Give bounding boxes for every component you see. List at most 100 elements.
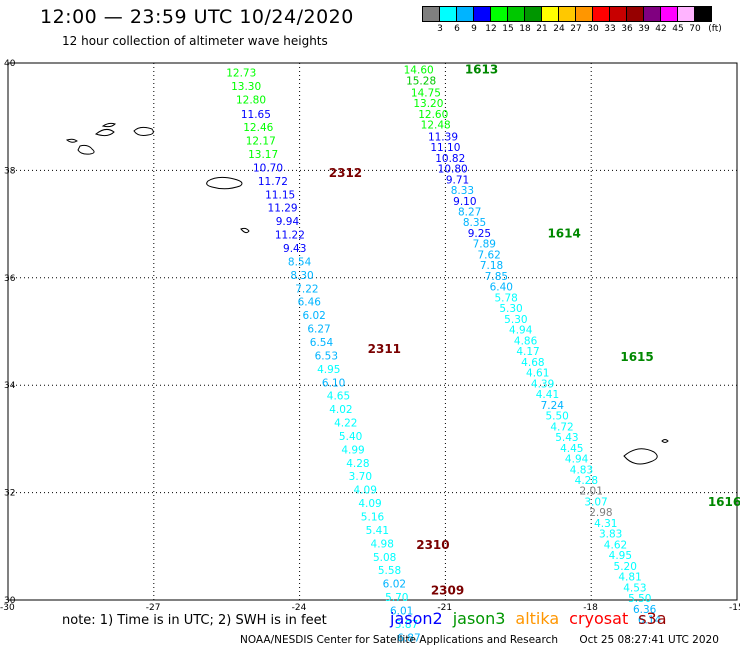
wave-height-value: 6.10 <box>322 377 345 389</box>
wave-height-value: 6.14 <box>638 615 662 627</box>
island-outline <box>661 439 669 443</box>
color-legend-label: 33 <box>604 24 616 34</box>
latitude-label: 34 <box>4 381 16 391</box>
latitude-label: 32 <box>4 489 15 499</box>
wave-height-value: 14.75 <box>411 87 441 99</box>
color-legend-label: 39 <box>638 24 650 34</box>
pass-label: 2309 <box>431 584 464 598</box>
latitude-label: 38 <box>4 166 16 176</box>
pass-label: 1616 <box>708 495 740 509</box>
wave-height-value: 6.27 <box>307 324 330 336</box>
wave-height-value: 4.41 <box>536 389 559 401</box>
satellite-cryosat: cryosat <box>569 609 629 628</box>
wave-height-value: 3.07 <box>584 496 607 508</box>
wave-height-value: 7.22 <box>295 283 318 295</box>
color-legend-label: 30 <box>587 24 599 34</box>
longitude-label: -21 <box>437 603 452 613</box>
color-legend-label: 9 <box>471 24 477 34</box>
wave-height-value: 4.98 <box>371 538 394 550</box>
longitude-label: -27 <box>146 603 161 613</box>
wave-height-value: 5.30 <box>504 314 527 326</box>
wave-height-value: 4.65 <box>327 391 350 403</box>
wave-height-value: 11.65 <box>241 109 271 121</box>
satellite-altika: altika <box>515 609 560 628</box>
wave-height-value: 9.94 <box>276 216 300 228</box>
color-legend-label: 36 <box>621 24 633 34</box>
wave-height-value: 2.98 <box>589 507 612 519</box>
wave-height-value: 5.50 <box>545 411 568 423</box>
color-legend-label: 21 <box>536 24 548 34</box>
color-legend-label: 15 <box>502 24 514 34</box>
wave-height-value: 4.81 <box>618 572 641 584</box>
wave-height-value: 11.22 <box>275 230 305 242</box>
wave-height-value: 8.35 <box>463 217 486 229</box>
wave-height-value: 6.87 <box>397 632 420 644</box>
page-subtitle: 12 hour collection of altimeter wave hei… <box>62 34 328 48</box>
satellite-legend: jason2 jason3 altika cryosat s3a <box>390 609 677 628</box>
wave-height-value: 9.10 <box>453 196 476 208</box>
island-outline <box>94 128 115 137</box>
wave-height-value: 14.60 <box>404 65 434 77</box>
wave-height-value: 4.61 <box>526 368 549 380</box>
color-legend-label: 24 <box>553 24 565 34</box>
color-legend: 3 6 9 12 15 18 21 24 27 30 33 36 39 42 45 70 (ft) <box>422 6 722 34</box>
wave-height-value: 11.72 <box>258 176 288 188</box>
wave-height-value: 10.82 <box>435 153 465 165</box>
island-outline <box>65 138 78 143</box>
wave-height-value: 12.46 <box>243 122 273 134</box>
wave-height-value: 5.08 <box>373 552 396 564</box>
latitude-label: 36 <box>4 274 16 284</box>
wave-height-value: 4.62 <box>604 539 627 551</box>
wave-height-value: 4.09 <box>358 498 381 510</box>
wave-height-value: 7.89 <box>473 239 496 251</box>
wave-height-value: 7.62 <box>477 249 500 261</box>
wave-height-value: 4.09 <box>354 485 377 497</box>
longitude-label: -30 <box>0 603 15 613</box>
wave-height-value: 5.87 <box>395 619 418 631</box>
map-grid <box>7 62 738 601</box>
wave-height-value: 9.71 <box>446 174 469 186</box>
wave-height-value: 2.01 <box>580 486 603 498</box>
pass-label: 1614 <box>547 227 580 241</box>
island-outline <box>133 126 154 136</box>
pass-label: 1613 <box>465 63 498 77</box>
wave-height-value: 5.40 <box>339 431 362 443</box>
island-outline <box>101 122 116 128</box>
color-legend-cells <box>422 6 712 25</box>
wave-height-value: 4.68 <box>521 357 544 369</box>
wave-height-value: 3.70 <box>349 471 372 483</box>
satellite-s3a: s3a <box>638 609 667 628</box>
color-legend-label: 27 <box>570 24 582 34</box>
color-legend-label: 3 <box>437 24 443 34</box>
color-legend-label: 6 <box>454 24 460 34</box>
wave-height-value: 12.80 <box>236 94 266 106</box>
wave-height-value: 11.15 <box>265 189 295 201</box>
wave-height-value: 4.94 <box>509 325 533 337</box>
wave-height-value: 4.94 <box>565 454 589 466</box>
wave-height-value: 4.28 <box>346 458 369 470</box>
color-legend-label: 70 <box>689 24 701 34</box>
wave-height-value: 4.95 <box>609 550 632 562</box>
wave-height-value: 10.80 <box>438 164 468 176</box>
latitude-label: 40 <box>4 59 16 69</box>
wave-height-value: 4.17 <box>516 346 539 358</box>
wave-height-value: 4.22 <box>334 418 357 430</box>
color-legend-label: 18 <box>519 24 531 34</box>
wave-height-value: 11.39 <box>428 131 458 143</box>
wave-height-value: 8.33 <box>451 185 474 197</box>
wave-height-value: 7.18 <box>480 260 503 272</box>
color-legend-label: 12 <box>485 24 497 34</box>
wave-height-value: 5.16 <box>361 512 385 524</box>
footer-credit: NOAA/NESDIS Center for Satellite Applica… <box>240 634 558 646</box>
pass-label: 2312 <box>329 166 362 180</box>
page-title: 12:00 — 23:59 UTC 10/24/2020 <box>40 6 354 28</box>
color-legend-labels: 3 6 9 12 15 18 21 24 27 30 33 36 39 42 45 70 (ft) <box>422 24 740 38</box>
wave-height-value: 4.86 <box>514 335 538 347</box>
wave-height-value: 12.73 <box>226 67 256 79</box>
islands <box>65 122 669 465</box>
island-outline <box>206 176 243 190</box>
color-legend-label: 42 <box>655 24 667 34</box>
wave-height-value: 5.58 <box>378 565 401 577</box>
wave-height-value: 5.70 <box>385 592 408 604</box>
